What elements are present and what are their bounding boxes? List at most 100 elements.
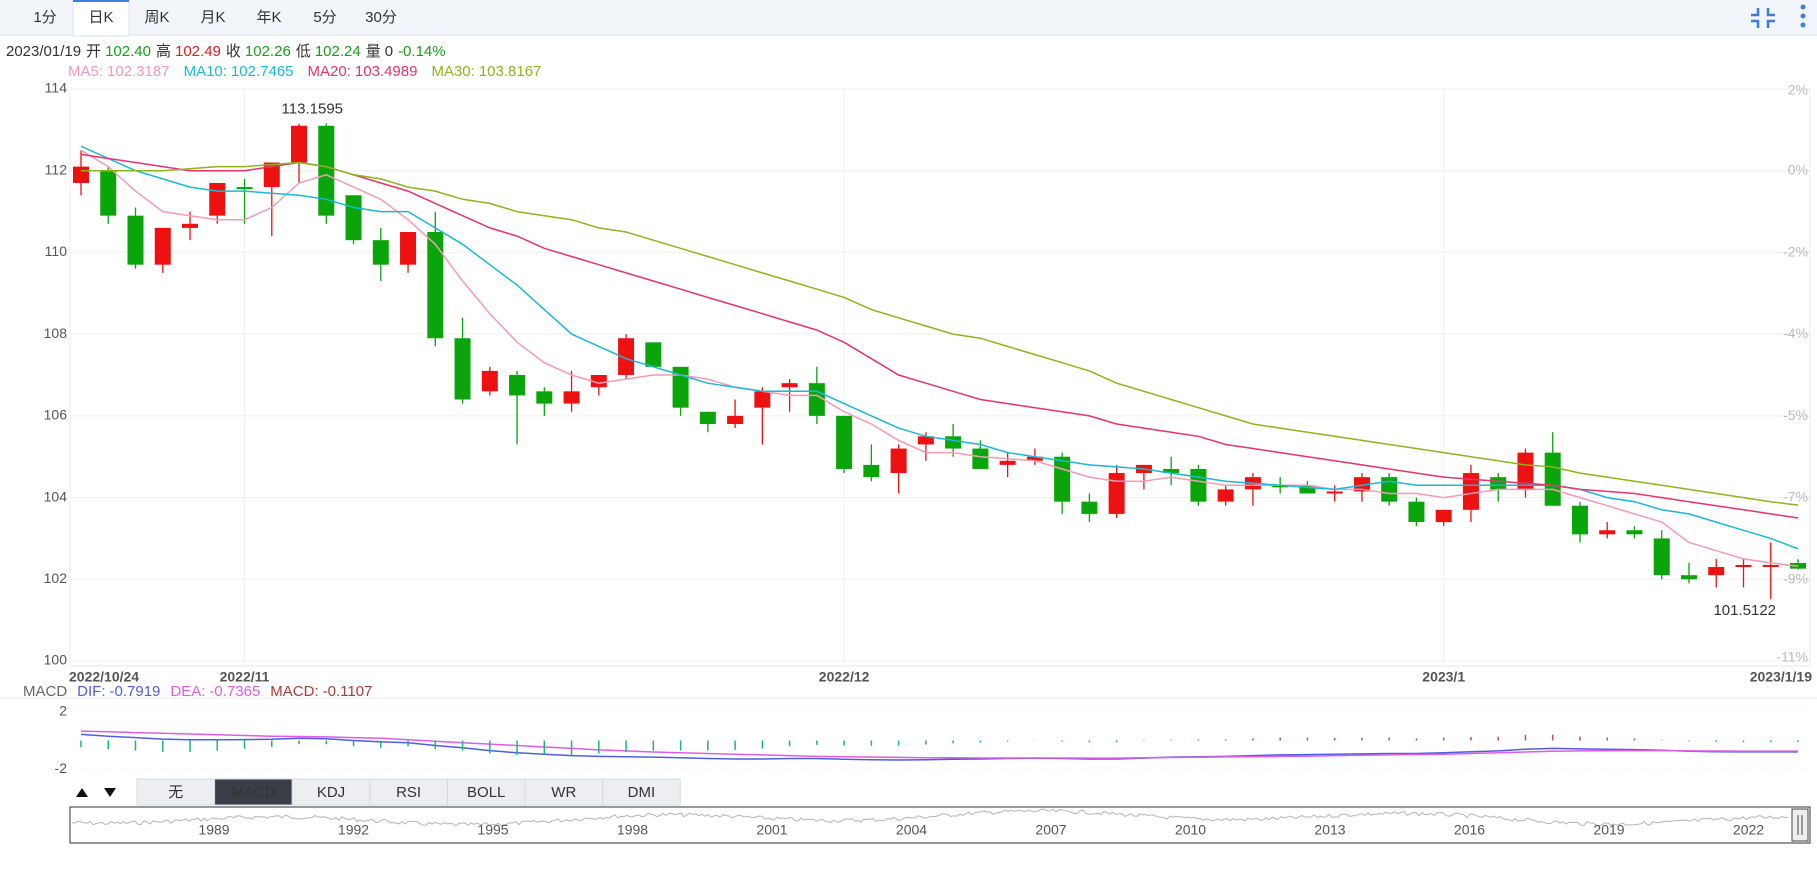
y-tick-label: 104 [44,488,68,504]
ma-legend: MA5: 102.3187 MA10: 102.7465 MA20: 103.4989 MA… [68,63,541,80]
navigator-year-label: 2013 [1314,822,1345,838]
candle-body [672,366,689,408]
candle-body [1435,509,1452,523]
candle-body [1272,485,1289,488]
y2-tick-label: -2% [1783,244,1808,260]
navigator-line [71,808,1789,827]
legend-name: MA5: [68,63,103,80]
candle-body [1081,501,1098,514]
candle-body [999,460,1016,465]
navigator-year-label: 1992 [338,822,369,838]
candle-body [1490,477,1507,490]
legend-name: MA10: [184,63,227,80]
legend-value: -0.7919 [110,683,161,700]
candle-body [890,448,907,474]
indicator-line [80,730,1798,759]
candle-body [563,391,580,404]
candle-body [291,125,308,163]
quote-line: 2023/01/19 开 102.40 高 102.49 收 102.26 低 102.24 量 0… [6,43,446,60]
candle-body [618,338,635,375]
candle-body [1762,564,1779,568]
navigator-handle[interactable] [1791,808,1809,842]
indicator-tab-label[interactable]: WR [551,784,576,801]
x-tick-label: 2023/1 [1422,669,1465,685]
more-menu-icon[interactable] [1800,4,1806,28]
navigator-year-label: 1995 [477,822,508,838]
navigator-year-label: 2022 [1733,822,1764,838]
candle-body [1299,485,1316,494]
candle-body [1708,567,1725,576]
legend-value: -0.1107 [323,683,373,700]
candle-body [372,240,389,265]
y2-tick-label: -5% [1783,407,1808,423]
legend-name: MACD: [270,683,318,700]
indicator-tab-label[interactable]: MACD [231,784,275,801]
min-price-label: 101.5122 [1713,602,1776,619]
candle-body [781,383,798,388]
y-tick-label: -2 [55,760,68,776]
indicator-tab-label[interactable]: RSI [396,784,421,801]
candle-body [1054,456,1071,502]
period-tab[interactable]: 年K [256,9,281,26]
legend-value: 103.4989 [355,63,418,80]
period-tab[interactable]: 日K [88,9,113,26]
indicator-tab-label[interactable]: DMI [628,784,656,801]
y2-tick-label: -4% [1783,325,1808,341]
candle-body [127,215,144,265]
candle-body [154,227,171,265]
moving-average-line [80,149,1799,568]
quote-label: 开 [86,43,101,60]
max-price-label: 113.1595 [282,100,343,117]
period-tab[interactable]: 月K [200,9,225,26]
candle-body [863,464,880,478]
fullscreen-exit-icon[interactable] [1751,8,1775,28]
indicator-tab-label[interactable]: KDJ [317,784,345,801]
legend-value: -0.7365 [209,683,260,700]
candle-body [1326,491,1343,494]
navigator-year-label: 2004 [896,822,927,838]
indicator-tab[interactable] [291,778,371,806]
x-tick-label: 2022/11 [220,669,270,685]
y2-tick-label: -7% [1783,488,1808,504]
quote-value: 102.24 [315,43,361,60]
candle-body [509,375,526,396]
candle-body [1653,538,1670,576]
indicator-tab-label[interactable]: BOLL [467,784,505,801]
period-tab[interactable]: 1分 [33,9,56,26]
quote-label: 低 [296,43,311,60]
quote-value: 102.26 [245,43,291,60]
candle-body [1108,473,1125,514]
legend-value: 102.7465 [231,63,294,80]
candle-body [945,436,962,449]
indicator-tab[interactable] [214,778,293,806]
indicator-tab[interactable] [602,778,681,806]
quote-value: 102.49 [175,43,221,60]
macd-legend: MACD DIF: -0.7919 DEA: -0.7365 MACD: -0.1107 [23,683,372,700]
y-tick-label: 2 [59,702,67,718]
period-tab[interactable]: 周K [144,9,169,26]
period-tab[interactable]: 5分 [313,9,336,26]
candle-body [645,342,662,367]
candle-body [1680,575,1697,580]
quote-label: 高 [156,43,171,60]
legend-name: MA20: [308,63,351,80]
y-tick-label: 112 [45,161,68,177]
navigator-year-label: 1989 [198,822,229,838]
candle-body [236,187,253,190]
candle-body [263,162,280,188]
indicator-tab[interactable] [524,778,604,806]
indicator-tab-label[interactable]: 无 [168,784,183,801]
navigator-year-label: 2010 [1175,822,1206,838]
candle-body [481,370,498,392]
moving-average-line [80,145,1799,550]
navigator-year-label: 2016 [1454,822,1485,838]
y2-tick-label: 2% [1788,82,1808,98]
candle-body [754,391,771,408]
candle-body [427,232,444,339]
navigator-year-label: 2007 [1035,822,1066,838]
period-tab[interactable]: 30分 [365,9,397,26]
navigator-year-label: 2019 [1593,822,1624,838]
indicator-tab[interactable] [369,778,448,806]
candle-body [1735,564,1752,568]
